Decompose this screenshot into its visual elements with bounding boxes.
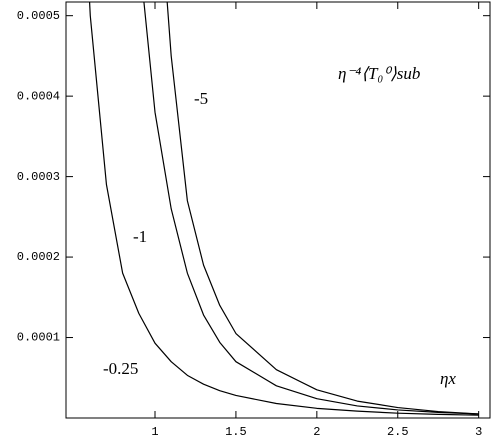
curves [88,2,479,416]
x-tick-label: 2.5 [387,425,409,439]
x-axis-label: ηx [440,369,456,388]
curve-label: -1 [133,227,147,246]
x-tick-label: 2 [313,425,320,439]
y-tick-label: 0.0003 [17,170,60,184]
x-tick-label: 1 [151,425,158,439]
y-tick-label: 0.0002 [17,250,60,264]
plot-frame [65,1,491,419]
y-axis-label: η⁻⁴⟨T₀⁰⟩sub [338,64,420,83]
x-tick-label: 3 [475,425,482,439]
y-tick-label: 0.0001 [17,331,60,345]
y-tick-label: 0.0004 [17,89,60,103]
curve-label: -5 [194,89,208,108]
curve [88,2,479,416]
curve [166,2,479,415]
y-tick-label: 0.0005 [17,9,60,23]
x-tick-label: 1.5 [225,425,247,439]
curve-label: -0.25 [103,359,138,378]
curve [143,2,479,415]
